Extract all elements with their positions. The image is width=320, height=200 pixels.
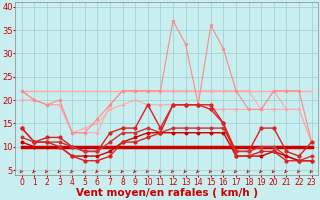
- X-axis label: Vent moyen/en rafales ( km/h ): Vent moyen/en rafales ( km/h ): [76, 188, 258, 198]
